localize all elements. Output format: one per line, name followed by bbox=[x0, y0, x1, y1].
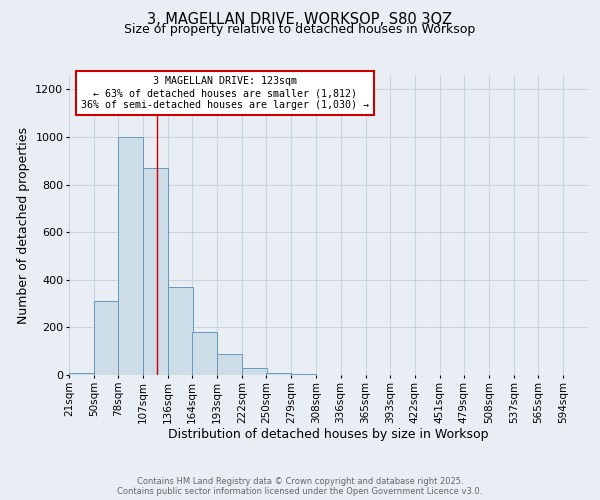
Text: 3, MAGELLAN DRIVE, WORKSOP, S80 3QZ: 3, MAGELLAN DRIVE, WORKSOP, S80 3QZ bbox=[148, 12, 452, 28]
Bar bbox=[217, 354, 242, 375]
Bar bbox=[143, 168, 168, 375]
Bar bbox=[118, 137, 143, 375]
Bar bbox=[168, 287, 193, 375]
Text: Size of property relative to detached houses in Worksop: Size of property relative to detached ho… bbox=[124, 22, 476, 36]
Bar bbox=[266, 372, 291, 375]
Bar bbox=[94, 301, 119, 375]
Text: Contains HM Land Registry data © Crown copyright and database right 2025.
Contai: Contains HM Land Registry data © Crown c… bbox=[118, 476, 482, 496]
X-axis label: Distribution of detached houses by size in Worksop: Distribution of detached houses by size … bbox=[168, 428, 489, 441]
Bar bbox=[242, 368, 267, 375]
Bar bbox=[69, 372, 94, 375]
Bar bbox=[192, 332, 217, 375]
Bar bbox=[292, 374, 316, 375]
Y-axis label: Number of detached properties: Number of detached properties bbox=[17, 126, 30, 324]
Text: 3 MAGELLAN DRIVE: 123sqm
← 63% of detached houses are smaller (1,812)
36% of sem: 3 MAGELLAN DRIVE: 123sqm ← 63% of detach… bbox=[80, 76, 368, 110]
